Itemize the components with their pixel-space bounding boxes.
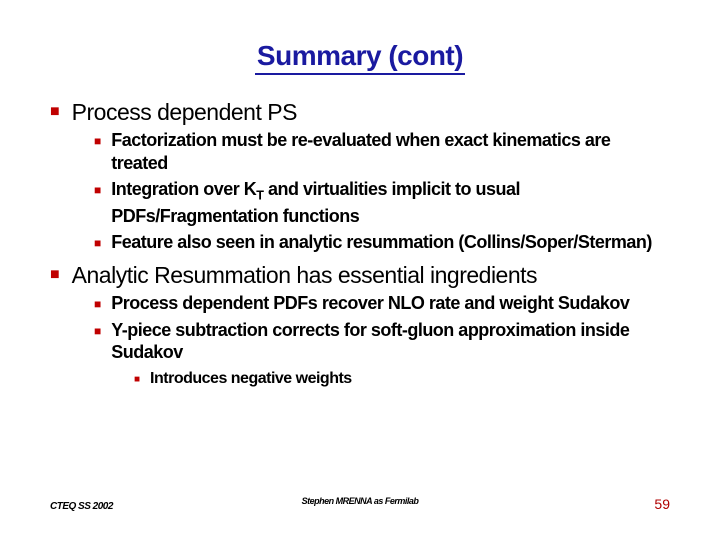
- sub-list: ■ Process dependent PDFs recover NLO rat…: [50, 292, 670, 388]
- list-item-text: Process dependent PS: [72, 99, 297, 125]
- list-item-text: Process dependent PDFs recover NLO rate …: [111, 292, 629, 315]
- list-item: ■ Feature also seen in analytic resummat…: [94, 231, 670, 254]
- bullet-icon: ■: [134, 374, 140, 385]
- list-item: ■ Integration over KT and virtualities i…: [94, 178, 670, 227]
- list-item-text: Feature also seen in analytic resummatio…: [111, 231, 652, 254]
- list-item-text: Introduces negative weights: [150, 370, 352, 388]
- list-item: ■ Process dependent PDFs recover NLO rat…: [94, 292, 670, 315]
- list-item: ■ Process dependent PS ■ Factorization m…: [50, 99, 670, 254]
- sub-list: ■ Factorization must be re-evaluated whe…: [50, 129, 670, 253]
- list-item-text: Analytic Resummation has essential ingre…: [72, 262, 537, 288]
- list-item: ■ Introduces negative weights: [134, 370, 670, 388]
- list-item-text: Integration over KT and virtualities imp…: [111, 178, 670, 227]
- bullet-icon: ■: [94, 324, 101, 338]
- bullet-icon: ■: [50, 266, 60, 284]
- bullet-list: ■ Process dependent PS ■ Factorization m…: [50, 99, 670, 388]
- list-item: ■ Analytic Resummation has essential ing…: [50, 262, 670, 388]
- list-item-text: Y-piece subtraction corrects for soft-gl…: [111, 319, 670, 364]
- footer-left: CTEQ SS 2002: [50, 501, 113, 512]
- list-item: ■ Y-piece subtraction corrects for soft-…: [94, 319, 670, 388]
- list-item-text: Factorization must be re-evaluated when …: [111, 129, 670, 174]
- page-number: 59: [654, 496, 670, 512]
- list-item: ■ Factorization must be re-evaluated whe…: [94, 129, 670, 174]
- bullet-icon: ■: [94, 183, 101, 197]
- bullet-icon: ■: [94, 297, 101, 311]
- sub-sub-list: ■ Introduces negative weights: [94, 370, 670, 388]
- bullet-icon: ■: [50, 103, 60, 121]
- footer: CTEQ SS 2002 Stephen MRENNA as Fermilab …: [0, 496, 720, 512]
- footer-center: Stephen MRENNA as Fermilab: [302, 496, 419, 506]
- slide-title: Summary (cont): [255, 40, 465, 75]
- bullet-icon: ■: [94, 236, 101, 250]
- slide: Summary (cont) ■ Process dependent PS ■ …: [0, 0, 720, 540]
- bullet-icon: ■: [94, 134, 101, 148]
- title-wrap: Summary (cont): [50, 40, 670, 85]
